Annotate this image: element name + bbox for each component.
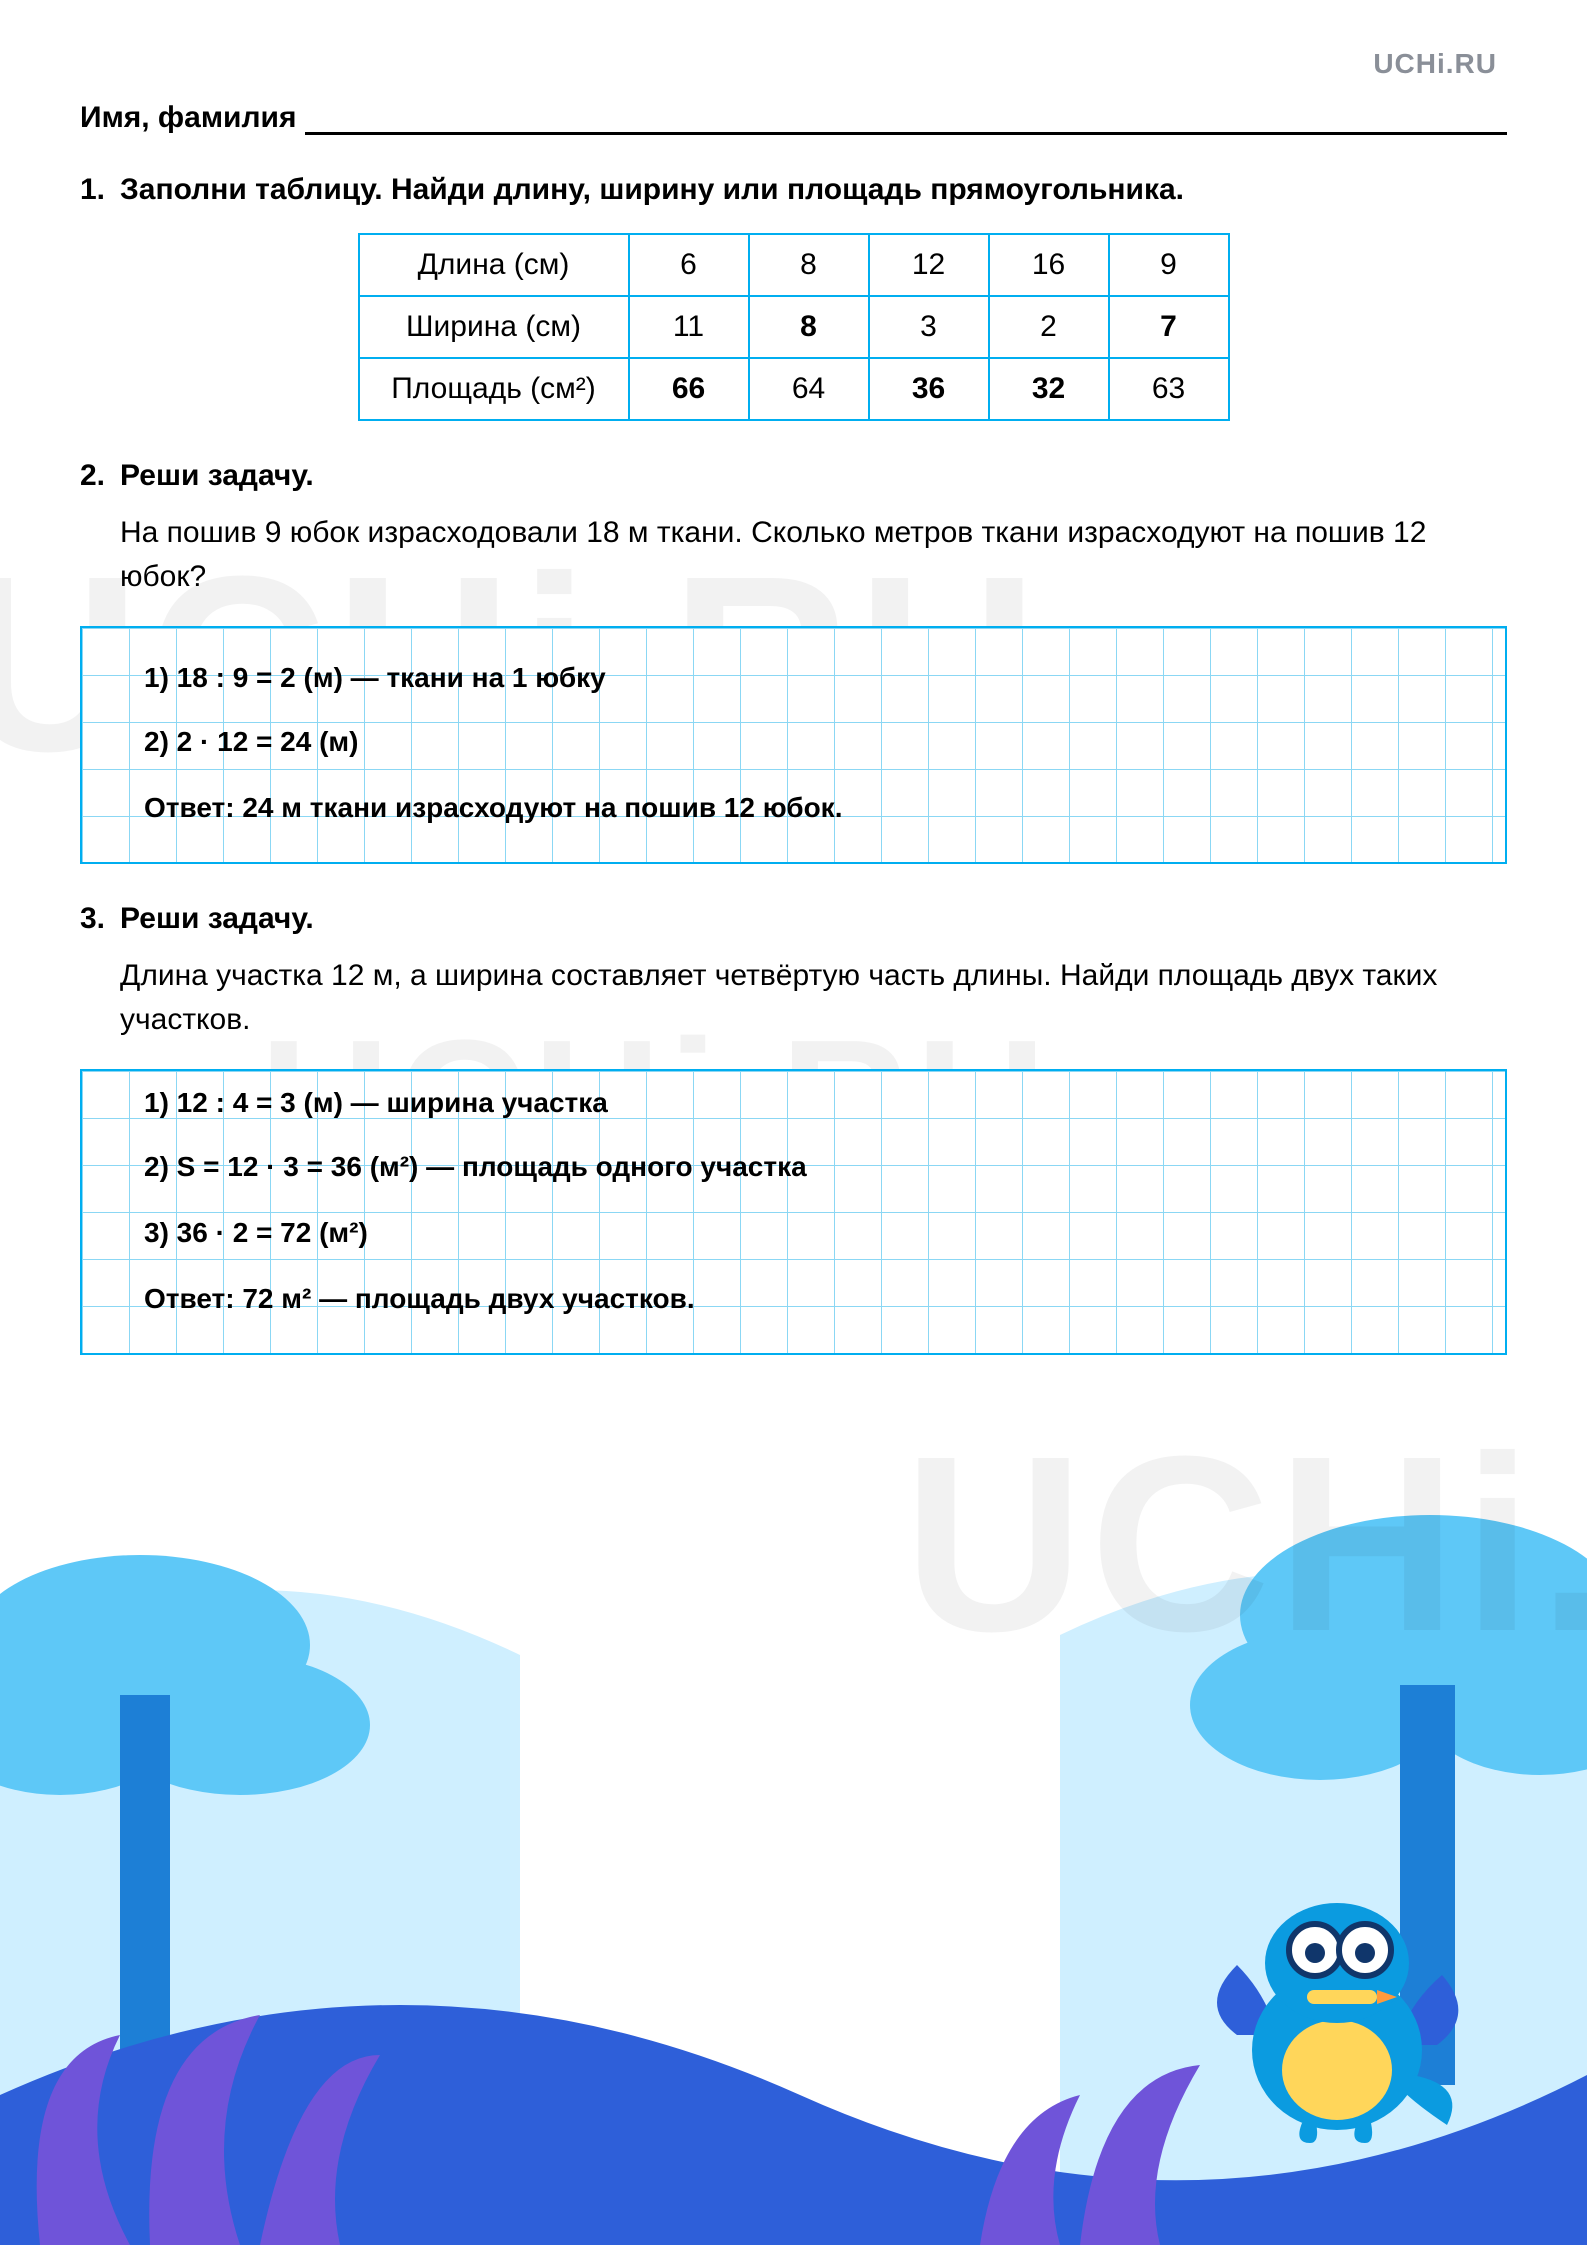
- task-1-text: Заполни таблицу. Найди длину, ширину или…: [120, 173, 1184, 207]
- table-cell: 16: [989, 234, 1109, 296]
- rectangle-table: Длина (см)6812169Ширина (см)118327Площад…: [358, 233, 1230, 421]
- table-cell: 64: [749, 358, 869, 420]
- name-label: Имя, фамилия: [80, 101, 297, 135]
- task-1-num: 1.: [80, 173, 114, 207]
- task-3: 3. Реши задачу. Длина участка 12 м, а ши…: [80, 902, 1507, 1355]
- table-cell: 36: [869, 358, 989, 420]
- task-1: 1. Заполни таблицу. Найди длину, ширину …: [80, 173, 1507, 421]
- table-cell: 32: [989, 358, 1109, 420]
- mascot-dino-icon: [1207, 1885, 1467, 2145]
- answer-line: Ответ: 24 м ткани израсходуют на пошив 1…: [144, 792, 842, 824]
- answer-line: 2) S = 12 · 3 = 36 (м²) — площадь одного…: [144, 1151, 807, 1183]
- task-2-body: На пошив 9 юбок израсходовали 18 м ткани…: [120, 511, 1507, 598]
- answer-line: 3) 36 · 2 = 72 (м²): [144, 1217, 368, 1249]
- name-input[interactable]: [305, 88, 1507, 135]
- content: UCHi.RU Имя, фамилия 1. Заполни таблицу.…: [0, 0, 1587, 1355]
- brand-logo: UCHi.RU: [1373, 48, 1497, 80]
- table-cell: 12: [869, 234, 989, 296]
- task-3-title: 3. Реши задачу.: [80, 902, 1507, 936]
- table-cell: 6: [629, 234, 749, 296]
- table-cell: 7: [1109, 296, 1229, 358]
- task-1-title: 1. Заполни таблицу. Найди длину, ширину …: [80, 173, 1507, 207]
- table-cell: 2: [989, 296, 1109, 358]
- table-cell: 11: [629, 296, 749, 358]
- worksheet-page: UCHi.RU UCHi.RU UCHi.RU UCHi.RU Имя, фам…: [0, 0, 1587, 2245]
- table-cell: 63: [1109, 358, 1229, 420]
- task-2-text: Реши задачу.: [120, 459, 314, 493]
- task-3-grid: 1) 12 : 4 = 3 (м) — ширина участка 2) S =…: [80, 1069, 1507, 1355]
- task-3-body: Длина участка 12 м, а ширина составляет …: [120, 954, 1507, 1041]
- table-row-header: Длина (см): [359, 234, 629, 296]
- task-2: 2. Реши задачу. На пошив 9 юбок израсход…: [80, 459, 1507, 864]
- table-cell: 8: [749, 234, 869, 296]
- answer-line: 2) 2 · 12 = 24 (м): [144, 726, 358, 758]
- task-1-table-wrap: Длина (см)6812169Ширина (см)118327Площад…: [80, 233, 1507, 421]
- table-cell: 3: [869, 296, 989, 358]
- name-row: Имя, фамилия: [80, 88, 1507, 135]
- task-3-num: 3.: [80, 902, 114, 936]
- table-row-header: Ширина (см): [359, 296, 629, 358]
- task-2-grid: 1) 18 : 9 = 2 (м) — ткани на 1 юбку 2) 2 …: [80, 626, 1507, 864]
- answer-line: 1) 18 : 9 = 2 (м) — ткани на 1 юбку: [144, 662, 606, 694]
- task-3-text: Реши задачу.: [120, 902, 314, 936]
- task-2-title: 2. Реши задачу.: [80, 459, 1507, 493]
- table-row-header: Площадь (см²): [359, 358, 629, 420]
- table-cell: 8: [749, 296, 869, 358]
- answer-line: Ответ: 72 м² — площадь двух участков.: [144, 1283, 695, 1315]
- task-2-num: 2.: [80, 459, 114, 493]
- table-cell: 66: [629, 358, 749, 420]
- table-cell: 9: [1109, 234, 1229, 296]
- answer-line: 1) 12 : 4 = 3 (м) — ширина участка: [144, 1087, 608, 1119]
